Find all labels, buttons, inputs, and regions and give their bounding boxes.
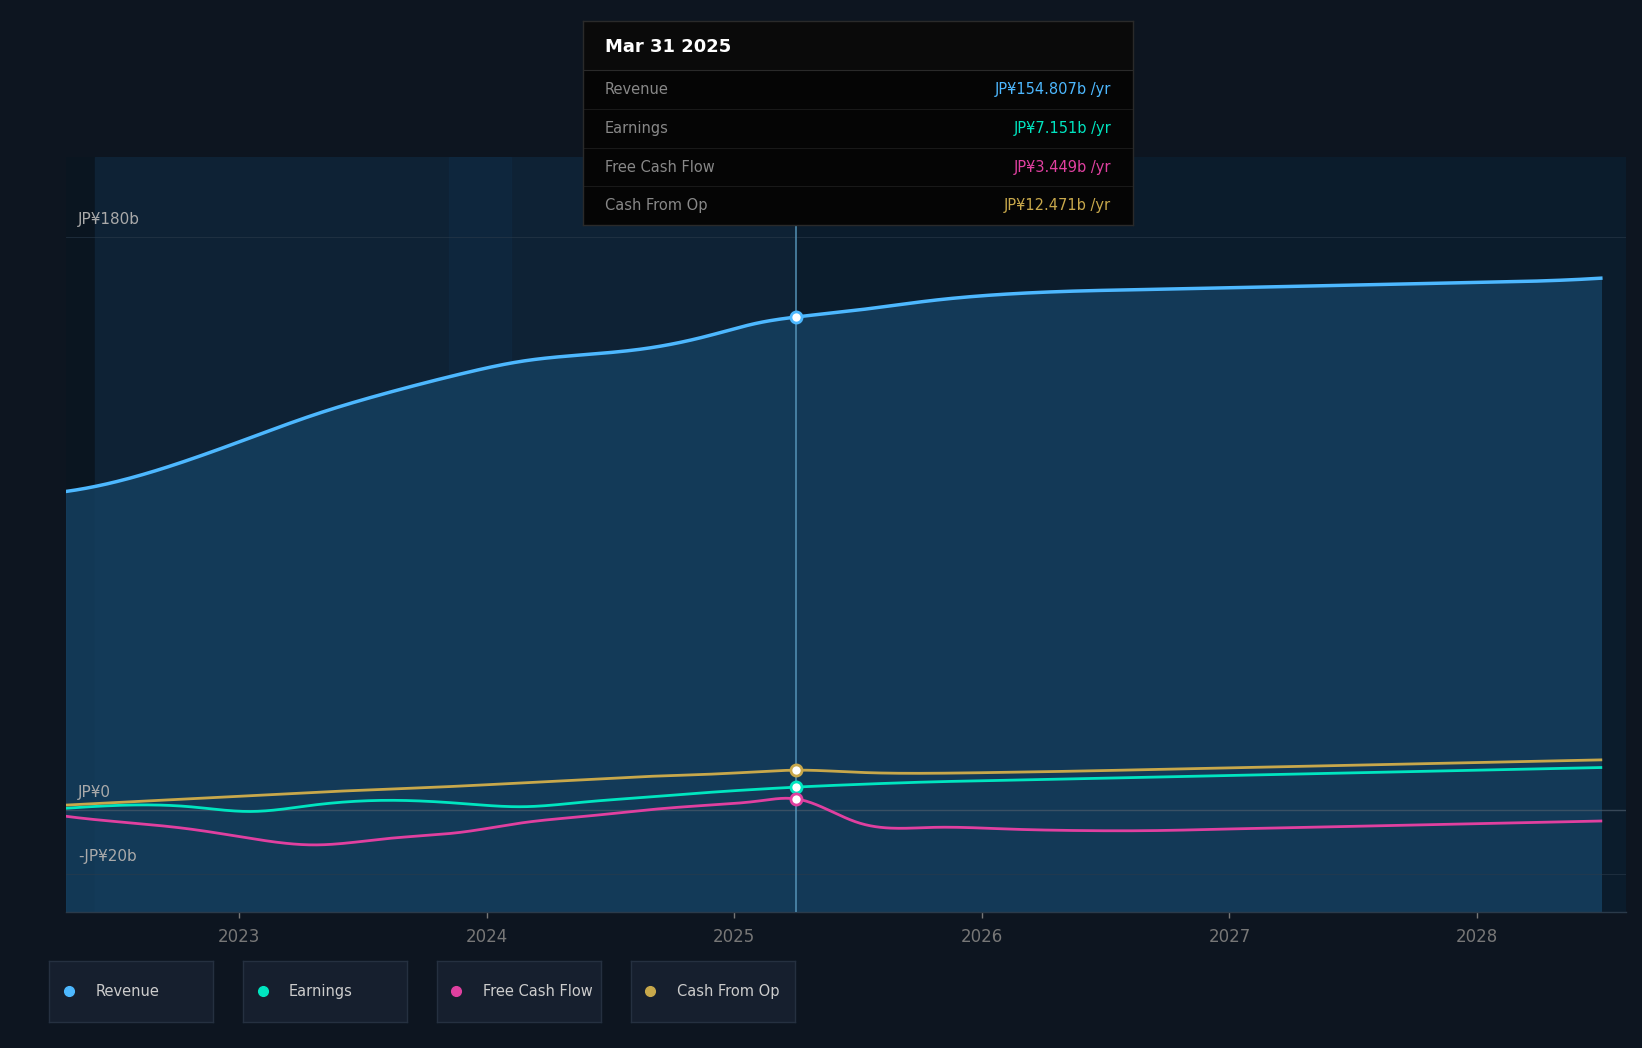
- Text: JP¥12.471b /yr: JP¥12.471b /yr: [1003, 198, 1112, 214]
- Text: Earnings: Earnings: [289, 984, 353, 999]
- Text: JP¥3.449b /yr: JP¥3.449b /yr: [1013, 159, 1112, 175]
- Text: -JP¥20b: -JP¥20b: [79, 849, 136, 864]
- Text: Free Cash Flow: Free Cash Flow: [604, 159, 714, 175]
- Bar: [583, 21, 1133, 70]
- Text: Revenue: Revenue: [95, 984, 159, 999]
- Text: Cash From Op: Cash From Op: [604, 198, 708, 214]
- Text: JP¥180b: JP¥180b: [79, 213, 140, 227]
- Text: JP¥7.151b /yr: JP¥7.151b /yr: [1013, 121, 1112, 136]
- Text: Free Cash Flow: Free Cash Flow: [483, 984, 593, 999]
- Text: Mar 31 2025: Mar 31 2025: [604, 38, 731, 56]
- Text: JP¥0: JP¥0: [79, 785, 112, 801]
- Bar: [95, 157, 796, 912]
- Text: Past: Past: [749, 190, 783, 208]
- Text: Revenue: Revenue: [604, 82, 668, 96]
- Text: Analysts Forecasts: Analysts Forecasts: [816, 190, 970, 208]
- Text: JP¥154.807b /yr: JP¥154.807b /yr: [995, 82, 1112, 96]
- Bar: [450, 157, 511, 912]
- Text: Cash From Op: Cash From Op: [677, 984, 778, 999]
- Text: Earnings: Earnings: [604, 121, 668, 136]
- Bar: [796, 157, 1626, 912]
- Bar: [66, 157, 95, 912]
